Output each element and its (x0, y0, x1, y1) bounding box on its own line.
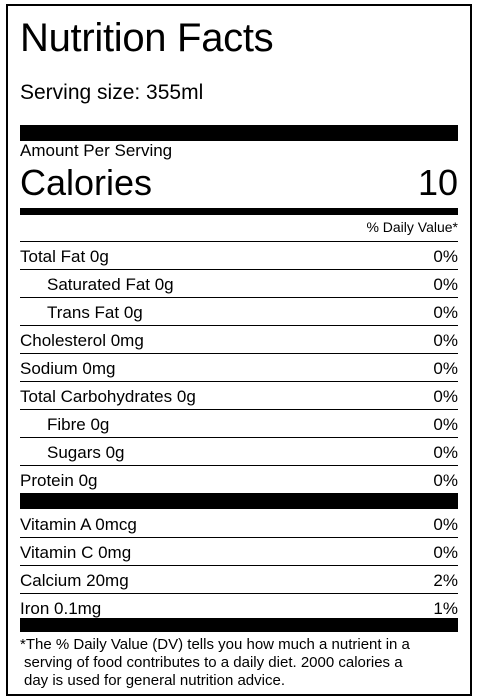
nutrient-daily-value: 0% (433, 443, 458, 462)
nutrient-daily-value: 0% (433, 303, 458, 322)
nutrient-daily-value: 0% (433, 247, 458, 266)
vitamin-name: Calcium 20mg (20, 571, 129, 590)
nutrient-row-protein: Protein 0g 0% (20, 466, 458, 493)
nutrient-name: Sugars 0g (47, 443, 125, 462)
nutrient-row-sodium: Sodium 0mg 0% (20, 354, 458, 381)
nutrient-row-total-fat: Total Fat 0g 0% (20, 242, 458, 269)
vitamin-name: Vitamin C 0mg (20, 543, 132, 562)
thick-divider (20, 618, 458, 632)
nutrient-row-fibre: Fibre 0g 0% (20, 410, 458, 437)
footnote-line: *The % Daily Value (DV) tells you how mu… (20, 636, 410, 653)
divider-line (20, 297, 458, 298)
nutrient-daily-value: 0% (433, 275, 458, 294)
nutrient-name: Fibre 0g (47, 415, 110, 434)
calories-row: Calories 10 (20, 162, 458, 204)
vitamin-daily-value: 2% (433, 571, 458, 590)
nutrient-name: Protein 0g (20, 471, 98, 490)
calories-label: Calories (20, 162, 153, 203)
vitamin-name: Vitamin A 0mcg (20, 515, 137, 534)
vitamin-row-vitamin-a: Vitamin A 0mcg 0% (20, 510, 458, 537)
nutrient-name: Total Fat 0g (20, 247, 109, 266)
calories-value: 10 (417, 162, 458, 203)
serving-size: Serving size: 355ml (20, 81, 204, 104)
vitamin-row-iron: Iron 0.1mg 1% (20, 594, 458, 621)
divider-line (20, 437, 458, 438)
footnote-line: day is used for general nutrition advice… (24, 672, 285, 689)
nutrient-row-total-carbohydrates: Total Carbohydrates 0g 0% (20, 382, 458, 409)
divider-line (20, 269, 458, 270)
label-title: Nutrition Facts (20, 16, 274, 60)
divider-line (20, 325, 458, 326)
divider-line (20, 353, 458, 354)
nutrient-daily-value: 0% (433, 471, 458, 490)
vitamin-row-calcium: Calcium 20mg 2% (20, 566, 458, 593)
vitamin-daily-value: 1% (433, 599, 458, 618)
label-content: Nutrition Facts Serving size: 355ml Amou… (20, 6, 458, 694)
vitamin-row-vitamin-c: Vitamin C 0mg 0% (20, 538, 458, 565)
amount-per-serving: Amount Per Serving (20, 141, 173, 160)
nutrient-name: Total Carbohydrates 0g (20, 387, 196, 406)
nutrient-name: Sodium 0mg (20, 359, 116, 378)
divider-line (20, 409, 458, 410)
medium-divider (20, 208, 458, 215)
nutrient-daily-value: 0% (433, 359, 458, 378)
divider-line (20, 565, 458, 566)
nutrient-daily-value: 0% (433, 415, 458, 434)
divider-line (20, 381, 458, 382)
nutrient-row-cholesterol: Cholesterol 0mg 0% (20, 326, 458, 353)
nutrient-name: Cholesterol 0mg (20, 331, 144, 350)
nutrient-row-trans-fat: Trans Fat 0g 0% (20, 298, 458, 325)
nutrient-row-saturated-fat: Saturated Fat 0g 0% (20, 270, 458, 297)
divider-line (20, 241, 458, 242)
nutrient-name: Saturated Fat 0g (47, 275, 174, 294)
footnote: *The % Daily Value (DV) tells you how mu… (20, 636, 458, 690)
vitamin-daily-value: 0% (433, 543, 458, 562)
vitamin-name: Iron 0.1mg (20, 599, 102, 618)
nutrient-daily-value: 0% (433, 331, 458, 350)
nutrition-facts-label: Nutrition Facts Serving size: 355ml Amou… (6, 4, 472, 696)
thick-divider (20, 493, 458, 509)
nutrient-daily-value: 0% (433, 387, 458, 406)
nutrient-name: Trans Fat 0g (47, 303, 143, 322)
vitamin-daily-value: 0% (433, 515, 458, 534)
divider-line (20, 465, 458, 466)
divider-line (20, 593, 458, 594)
divider-line (20, 537, 458, 538)
daily-value-header: % Daily Value* (366, 219, 458, 235)
thick-divider (20, 125, 458, 141)
nutrient-row-sugars: Sugars 0g 0% (20, 438, 458, 465)
footnote-line: serving of food contributes to a daily d… (24, 654, 403, 671)
